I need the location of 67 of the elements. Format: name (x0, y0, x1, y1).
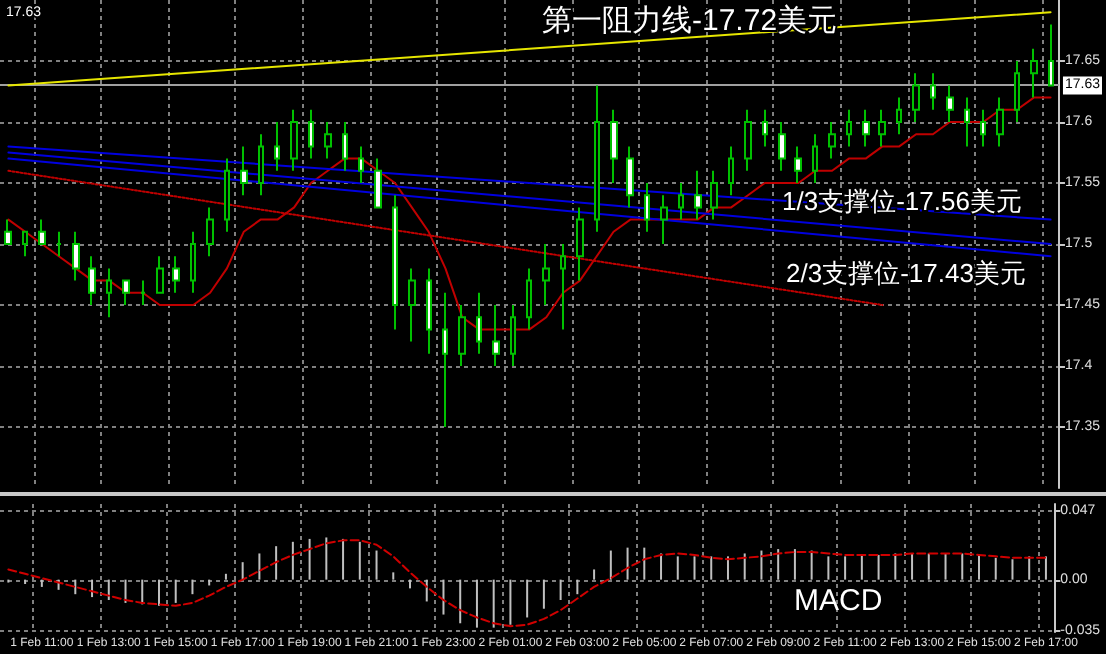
candlestick (258, 133, 264, 197)
text: MACD (794, 584, 883, 618)
candlestick (172, 255, 180, 294)
candlestick (644, 182, 650, 233)
candlestick (492, 304, 500, 367)
candlestick (358, 145, 364, 184)
candlestick (576, 206, 584, 282)
candlestick (912, 72, 920, 123)
candlestick (626, 145, 634, 209)
candlestick (510, 304, 516, 367)
candlestick (458, 304, 466, 367)
candlestick (610, 108, 618, 184)
candlestick (878, 108, 886, 148)
candlestick (710, 169, 718, 221)
candlestick (744, 108, 752, 172)
candlestick (88, 255, 96, 306)
candlestick (728, 145, 734, 197)
candlestick (762, 108, 768, 148)
candlestick (996, 96, 1004, 148)
candlestick (408, 267, 416, 343)
candlestick (22, 230, 28, 258)
candlestick (678, 182, 684, 221)
candlestick (794, 145, 802, 184)
candlestick (594, 84, 600, 233)
candlestick (526, 267, 532, 331)
candlestick (862, 108, 870, 148)
candlestick (56, 230, 62, 258)
candlestick (1030, 47, 1038, 99)
candlestick (812, 133, 818, 184)
candlestick (38, 218, 46, 245)
candlestick (374, 157, 382, 209)
candlestick (1014, 60, 1020, 123)
candlestick (190, 230, 196, 294)
candlestick (846, 108, 852, 148)
candlestick (290, 108, 298, 172)
candlestick (964, 96, 970, 148)
candlestick (778, 121, 786, 172)
candlestick (442, 291, 448, 428)
annotation: 2/3支撑位-17.43美元 (786, 258, 1026, 288)
candlestick (930, 72, 936, 111)
candlestick (560, 243, 566, 331)
candlestick (308, 108, 314, 160)
candlestick (156, 255, 164, 294)
candlestick (542, 243, 550, 306)
candlestick (122, 279, 130, 306)
candlestick (240, 145, 248, 197)
line-series (7, 539, 1047, 628)
candlestick (274, 121, 280, 172)
candlestick (224, 157, 230, 233)
candlestick (4, 218, 12, 245)
candlestick (106, 267, 112, 319)
candlestick (946, 84, 954, 123)
candlestick (324, 121, 332, 160)
candlestick (140, 279, 146, 306)
line-series (7, 96, 1052, 331)
candlestick (1048, 23, 1054, 87)
candlestick (72, 230, 80, 282)
candlestick (828, 121, 836, 160)
candlestick (426, 267, 432, 355)
candlestick (896, 96, 902, 136)
candlestick (694, 169, 702, 221)
candlestick (660, 194, 668, 245)
candlestick (476, 291, 482, 355)
candlestick (392, 194, 398, 331)
candlestick (342, 121, 348, 172)
candlestick (206, 206, 214, 258)
candlestick (980, 108, 986, 148)
